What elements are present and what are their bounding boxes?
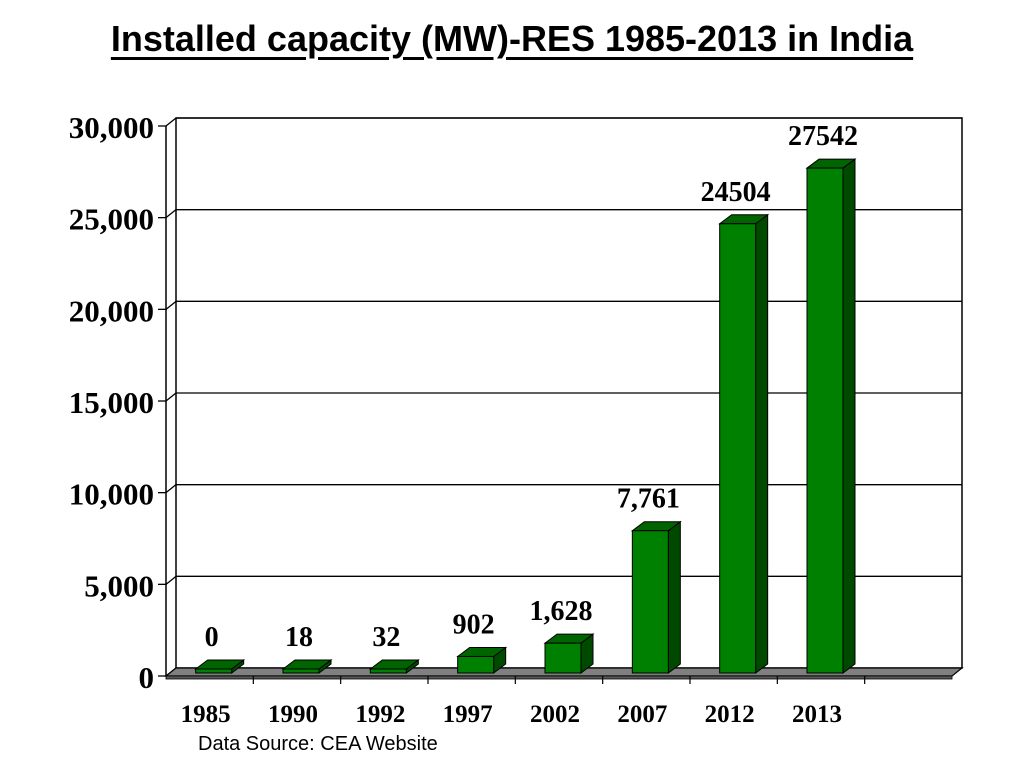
data-label: 18	[285, 622, 313, 653]
side-wall-line	[165, 575, 177, 585]
y-tick-label: 10,000	[69, 477, 154, 512]
bar	[369, 668, 407, 674]
bar	[631, 530, 669, 674]
x-tick-label: 2013	[792, 701, 842, 728]
x-tick-label: 1997	[443, 701, 493, 728]
axes	[158, 125, 866, 684]
x-tick-label: 1990	[268, 701, 318, 728]
chart-title: Installed capacity (MW)-RES 1985-2013 in…	[110, 18, 914, 59]
bar-side	[842, 158, 856, 674]
bar	[806, 167, 844, 674]
bars	[194, 158, 857, 674]
bar	[719, 223, 757, 674]
side-wall-line	[165, 117, 177, 127]
data-label: 27542	[788, 121, 858, 152]
y-tick-label: 20,000	[69, 293, 154, 328]
data-label: 24504	[701, 177, 771, 208]
y-tick-label: 25,000	[69, 202, 154, 237]
x-tick-label: 1985	[181, 701, 231, 728]
data-source-note: Data Source: CEA Website	[198, 733, 438, 755]
labels: 0 5,000 10,000 15,000 20,000 25,000 30,000 0 198…	[69, 110, 858, 728]
side-wall-line	[165, 392, 177, 402]
bar-side	[755, 213, 769, 674]
data-label: 902	[453, 609, 495, 640]
y-tick-label: 0	[139, 660, 155, 695]
bar	[457, 655, 495, 674]
data-label: 1,628	[530, 596, 593, 627]
x-tick-label: 2007	[617, 701, 667, 728]
data-label: 32	[372, 622, 400, 653]
bar	[282, 668, 320, 674]
side-wall-line	[165, 300, 177, 310]
y-tick-label: 5,000	[84, 568, 154, 603]
y-tick-label: 15,000	[69, 385, 154, 420]
y-tick-label: 30,000	[69, 110, 154, 145]
side-wall-line	[165, 484, 177, 494]
data-label: 0	[205, 622, 219, 653]
x-tick-label: 2002	[530, 701, 580, 728]
floor-edge	[165, 675, 953, 680]
bar-side	[667, 520, 681, 674]
x-tick-label: 2012	[705, 701, 755, 728]
data-label: 7,761	[617, 484, 680, 515]
bar	[195, 668, 233, 674]
bar	[544, 642, 582, 674]
side-wall-line	[165, 209, 177, 219]
x-tick-label: 1992	[355, 701, 405, 728]
